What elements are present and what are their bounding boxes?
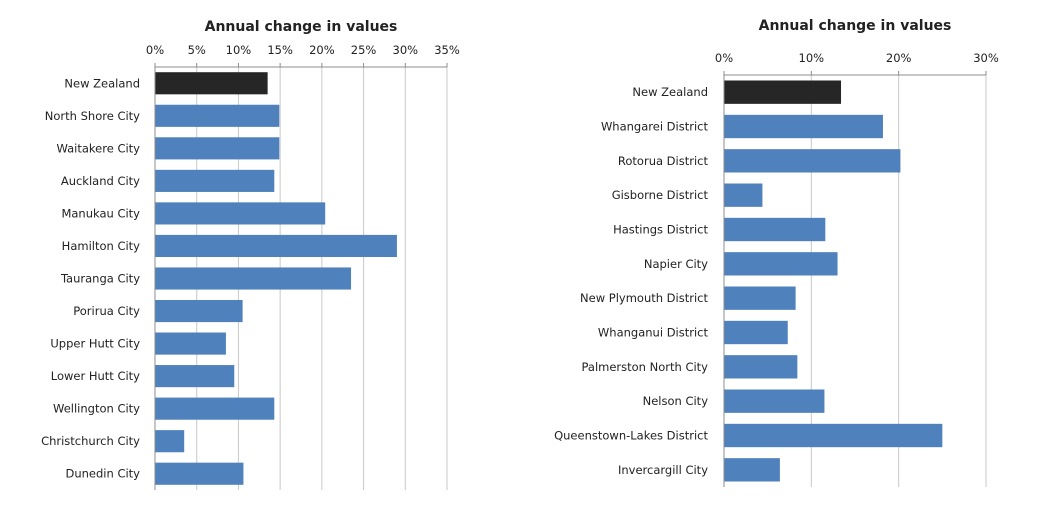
category-label: Hamilton City (62, 239, 141, 253)
x-tick-label: 15% (267, 43, 293, 57)
bar-new-zealand (155, 72, 268, 95)
category-label: New Plymouth District (580, 291, 708, 305)
bar-chart-right: Annual change in values 0% 10% 20% 30% New Ze… (554, 18, 999, 487)
chart-annual-change-districts: Annual change in values 0% 10% 20% 30% New Ze… (525, 0, 1050, 511)
bar-manukau-city (155, 202, 326, 225)
category-label: Whangarei District (601, 120, 709, 134)
x-tick-label: 30% (393, 43, 419, 57)
bar-lower-hutt-city (155, 365, 235, 388)
bar-auckland-city (155, 169, 275, 192)
x-tick-label: 20% (886, 51, 912, 65)
category-label: Porirua City (73, 304, 140, 318)
chart-annual-change-cities: Annual change in values 0% 5% 10% 15% 20% 25% 3… (0, 0, 520, 511)
bar-waitakere-city (155, 137, 280, 160)
bar-whanganui-district (724, 320, 788, 345)
bar-gisborne-district (724, 183, 763, 207)
x-tick-label: 10% (799, 51, 825, 65)
category-label: Waitakere City (56, 141, 140, 155)
category-label: New Zealand (64, 76, 140, 90)
bar-chart-left: Annual change in values 0% 5% 10% 15% 20% 25% 3… (41, 19, 460, 490)
category-label: North Shore City (45, 109, 140, 123)
x-tick-label: 25% (351, 43, 377, 57)
bar-rotorua-district (724, 149, 901, 173)
bar-new-plymouth-district (724, 286, 796, 310)
bar-palmerston-north-city (724, 355, 798, 379)
category-label: Invercargill City (618, 463, 708, 477)
bar-napier-city (724, 252, 838, 276)
category-label: New Zealand (632, 85, 708, 99)
category-label: Rotorua District (618, 154, 709, 168)
category-label: Upper Hutt City (50, 337, 140, 351)
x-tick-label: 20% (309, 43, 335, 57)
category-label: Nelson City (643, 394, 709, 408)
bar-north-shore-city (155, 104, 280, 127)
category-label: Wellington City (53, 402, 140, 416)
bar-whangarei-district (724, 114, 883, 139)
x-tick-label: 0% (715, 51, 733, 65)
bar-new-zealand (724, 80, 842, 104)
bar-queenstown-lakes-district (724, 423, 943, 448)
bar-christchurch-city (155, 430, 185, 453)
bar-dunedin-city (155, 462, 244, 485)
category-label: Dunedin City (66, 467, 141, 481)
bar-hamilton-city (155, 234, 397, 258)
bar-wellington-city (155, 397, 275, 420)
category-label: Lower Hutt City (51, 369, 140, 383)
category-label: Christchurch City (41, 434, 140, 448)
bar-tauranga-city (155, 267, 352, 290)
bar-invercargill-city (724, 458, 780, 482)
bar-upper-hutt-city (155, 332, 226, 355)
category-label: Gisborne District (612, 188, 709, 202)
category-label: Tauranga City (60, 272, 140, 286)
chart-title: Annual change in values (205, 19, 398, 35)
category-label: Palmerston North City (581, 360, 708, 374)
bar-nelson-city (724, 389, 825, 413)
bar-porirua-city (155, 299, 243, 323)
x-tick-label: 30% (973, 51, 999, 65)
category-label: Manukau City (61, 206, 140, 220)
category-label: Auckland City (61, 174, 140, 188)
bar-hastings-district (724, 217, 826, 242)
category-label: Hastings District (613, 223, 708, 237)
x-tick-label: 35% (434, 43, 460, 57)
category-label: Queenstown-Lakes District (554, 429, 708, 443)
chart-title: Annual change in values (759, 18, 952, 34)
x-tick-label: 0% (146, 43, 164, 57)
category-label: Napier City (644, 257, 708, 271)
x-tick-label: 10% (226, 43, 252, 57)
x-tick-label: 5% (188, 43, 206, 57)
category-label: Whanganui District (598, 326, 709, 340)
